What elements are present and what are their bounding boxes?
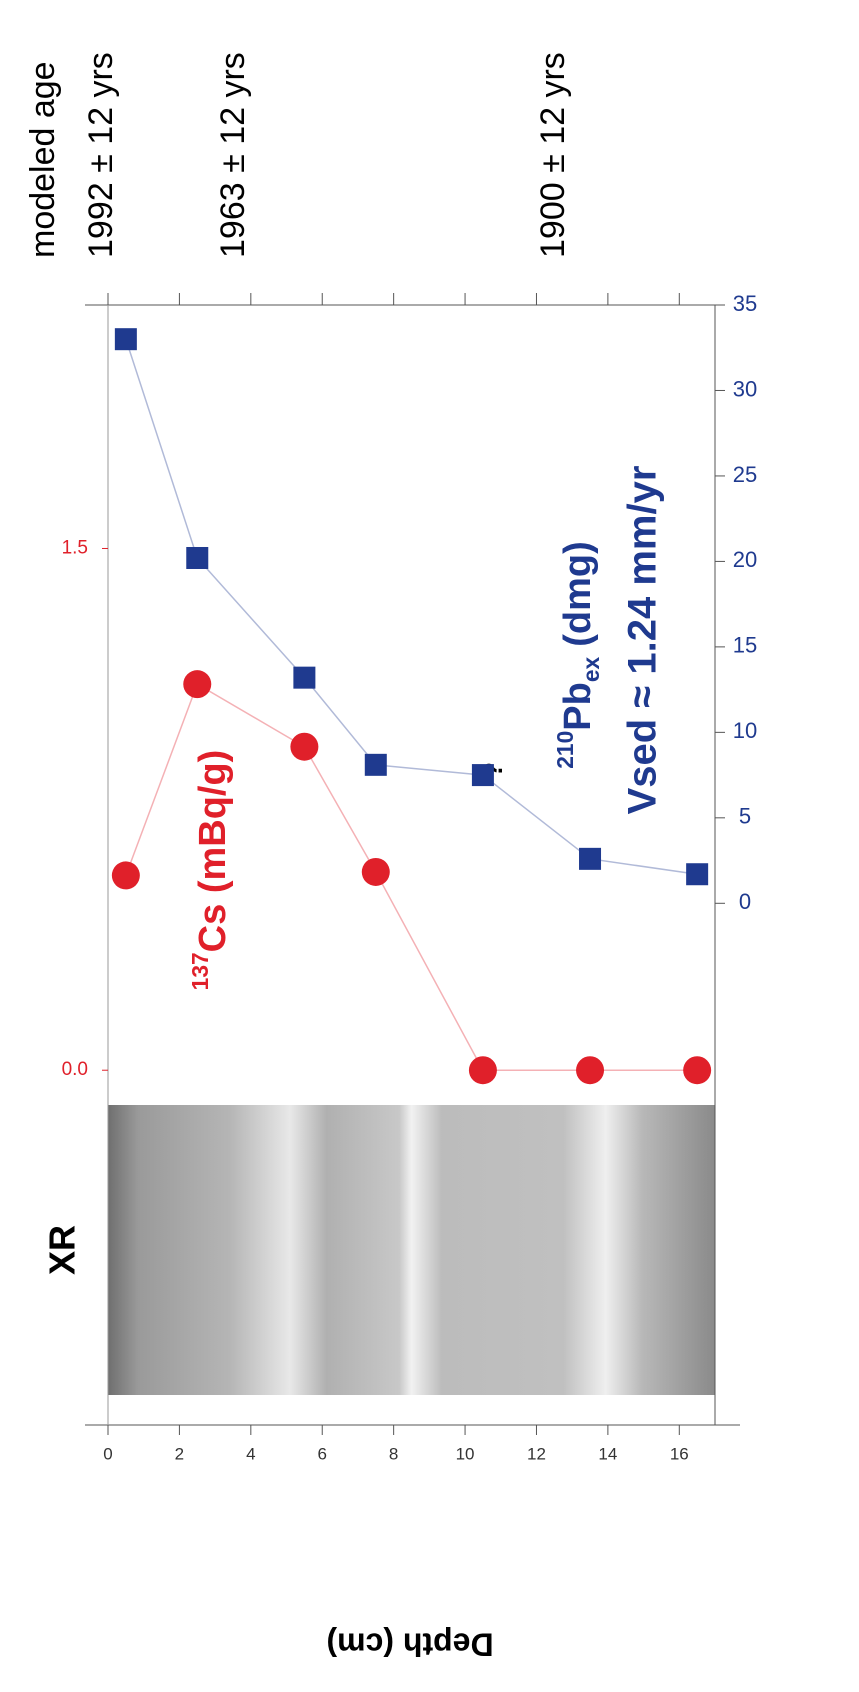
xr-image	[108, 1105, 715, 1395]
point	[576, 1056, 605, 1085]
top-axis-label: 1963 ± 12 yrs	[214, 52, 252, 258]
point	[468, 1056, 497, 1085]
y2-tick-label: 10	[733, 718, 757, 743]
top-axis-label: 1900 ± 12 yrs	[534, 52, 572, 258]
series-label-part: Pb	[557, 682, 599, 731]
point	[114, 328, 137, 351]
point	[293, 666, 316, 689]
series-label: 210Pbex (dmg)	[552, 541, 604, 769]
point	[686, 863, 709, 886]
y-tick-label: 1.5	[62, 537, 88, 558]
series-label-part: 137	[187, 952, 213, 990]
point	[186, 546, 209, 569]
point	[471, 764, 494, 787]
point	[683, 1056, 712, 1085]
y2-tick-label: 15	[733, 633, 757, 658]
x-tick-label: 14	[598, 1444, 617, 1463]
y2-tick-label: 25	[733, 462, 757, 487]
x-tick-label: 8	[389, 1444, 398, 1463]
series-label-part: Cs (mBq/g)	[192, 750, 234, 953]
point	[579, 847, 602, 870]
y2-tick-label: 0	[739, 889, 751, 914]
point	[364, 753, 387, 776]
point	[361, 857, 390, 886]
x-tick-label: 10	[456, 1444, 475, 1463]
y2-tick-label: 5	[739, 804, 751, 829]
x-tick-label: 16	[670, 1444, 689, 1463]
point	[111, 861, 140, 890]
top-axis-label: 1992 ± 12 yrs	[82, 52, 120, 258]
series-label-part: (dmg)	[557, 541, 599, 647]
series-label: 137Cs (mBq/g)	[187, 750, 234, 991]
y2-tick-label: 35	[733, 291, 757, 316]
series-label-part: ex	[578, 656, 604, 682]
y2-tick-label: 20	[733, 547, 757, 572]
series-label-part: 210	[552, 731, 578, 769]
panel-label: XR	[42, 1225, 83, 1275]
x-tick-label: 2	[175, 1444, 184, 1463]
top-axis-title: modeled age	[24, 61, 62, 258]
y-tick-label: 0.0	[62, 1059, 88, 1080]
x-tick-label: 4	[246, 1444, 255, 1463]
y2-tick-label: 30	[733, 376, 757, 401]
x-tick-label: 0	[103, 1444, 112, 1463]
x-tick-label: 12	[527, 1444, 546, 1463]
point	[290, 732, 319, 761]
x-tick-label: 6	[318, 1444, 327, 1463]
annotation: Vsed ≈ 1.24 mm/yr	[621, 466, 665, 815]
x-axis-title: Depth (cm)	[326, 1627, 493, 1663]
point	[183, 670, 212, 699]
